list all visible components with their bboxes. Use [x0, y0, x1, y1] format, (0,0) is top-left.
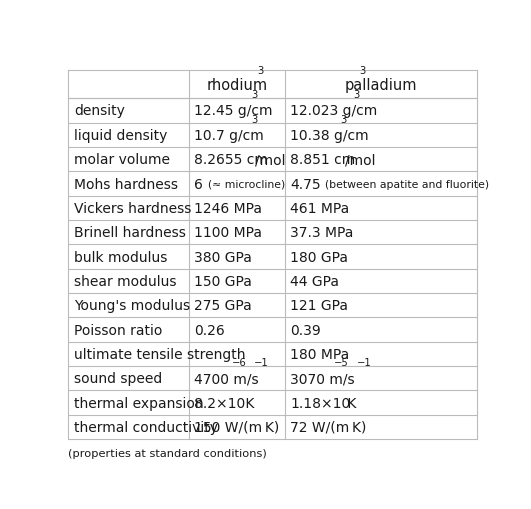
Text: /mol: /mol [345, 153, 375, 167]
Text: Young's modulus: Young's modulus [74, 299, 190, 313]
Text: 461 MPa: 461 MPa [290, 202, 349, 215]
Text: thermal conductivity: thermal conductivity [74, 420, 218, 434]
Text: 4700 m/s: 4700 m/s [194, 372, 259, 385]
Text: 10.38 g/cm: 10.38 g/cm [290, 129, 369, 143]
Text: 0.26: 0.26 [194, 323, 225, 337]
Text: (≈ microcline): (≈ microcline) [208, 179, 285, 189]
Text: 3: 3 [353, 90, 359, 100]
Text: Vickers hardness: Vickers hardness [74, 202, 191, 215]
Text: shear modulus: shear modulus [74, 274, 176, 288]
Text: 3: 3 [359, 66, 366, 76]
Text: 180 MPa: 180 MPa [290, 347, 349, 361]
Text: 3: 3 [251, 115, 257, 125]
Text: 8.2655 cm: 8.2655 cm [194, 153, 268, 167]
Text: −1: −1 [254, 358, 269, 367]
Text: sound speed: sound speed [74, 372, 162, 385]
Text: K: K [241, 396, 254, 410]
Text: 0.39: 0.39 [290, 323, 321, 337]
Text: 8.2×10: 8.2×10 [194, 396, 245, 410]
Text: bulk modulus: bulk modulus [74, 250, 167, 264]
Text: 6: 6 [194, 177, 203, 191]
Text: 180 GPa: 180 GPa [290, 250, 348, 264]
Text: 380 GPa: 380 GPa [194, 250, 252, 264]
Text: 12.023 g/cm: 12.023 g/cm [290, 104, 378, 118]
Text: 150 GPa: 150 GPa [194, 274, 252, 288]
Text: 1100 MPa: 1100 MPa [194, 226, 262, 240]
Text: 150 W/(m K): 150 W/(m K) [194, 420, 279, 434]
Text: 72 W/(m K): 72 W/(m K) [290, 420, 366, 434]
Text: ultimate tensile strength: ultimate tensile strength [74, 347, 245, 361]
Text: 121 GPa: 121 GPa [290, 299, 348, 313]
Text: (properties at standard conditions): (properties at standard conditions) [68, 448, 267, 458]
Text: 3: 3 [251, 90, 257, 100]
Text: K: K [343, 396, 357, 410]
Text: thermal expansion: thermal expansion [74, 396, 203, 410]
Text: density: density [74, 104, 125, 118]
Text: 37.3 MPa: 37.3 MPa [290, 226, 354, 240]
Text: 3070 m/s: 3070 m/s [290, 372, 355, 385]
Text: palladium: palladium [345, 77, 417, 93]
Text: 275 GPa: 275 GPa [194, 299, 252, 313]
Text: 8.851 cm: 8.851 cm [290, 153, 355, 167]
Text: −6: −6 [232, 358, 247, 367]
Text: 1246 MPa: 1246 MPa [194, 202, 262, 215]
Text: 44 GPa: 44 GPa [290, 274, 339, 288]
Text: 3: 3 [257, 66, 263, 76]
Text: Poisson ratio: Poisson ratio [74, 323, 162, 337]
Text: liquid density: liquid density [74, 129, 167, 143]
Text: 3: 3 [340, 115, 347, 125]
Text: /mol: /mol [255, 153, 286, 167]
Text: Brinell hardness: Brinell hardness [74, 226, 186, 240]
Text: 1.18×10: 1.18×10 [290, 396, 350, 410]
Text: −1: −1 [356, 358, 371, 367]
Text: 12.45 g/cm: 12.45 g/cm [194, 104, 273, 118]
Text: rhodium: rhodium [206, 77, 268, 93]
Text: molar volume: molar volume [74, 153, 170, 167]
Text: Mohs hardness: Mohs hardness [74, 177, 178, 191]
Text: −5: −5 [334, 358, 349, 367]
Text: 10.7 g/cm: 10.7 g/cm [194, 129, 264, 143]
Text: (between apatite and fluorite): (between apatite and fluorite) [325, 179, 489, 189]
Text: 4.75: 4.75 [290, 177, 321, 191]
